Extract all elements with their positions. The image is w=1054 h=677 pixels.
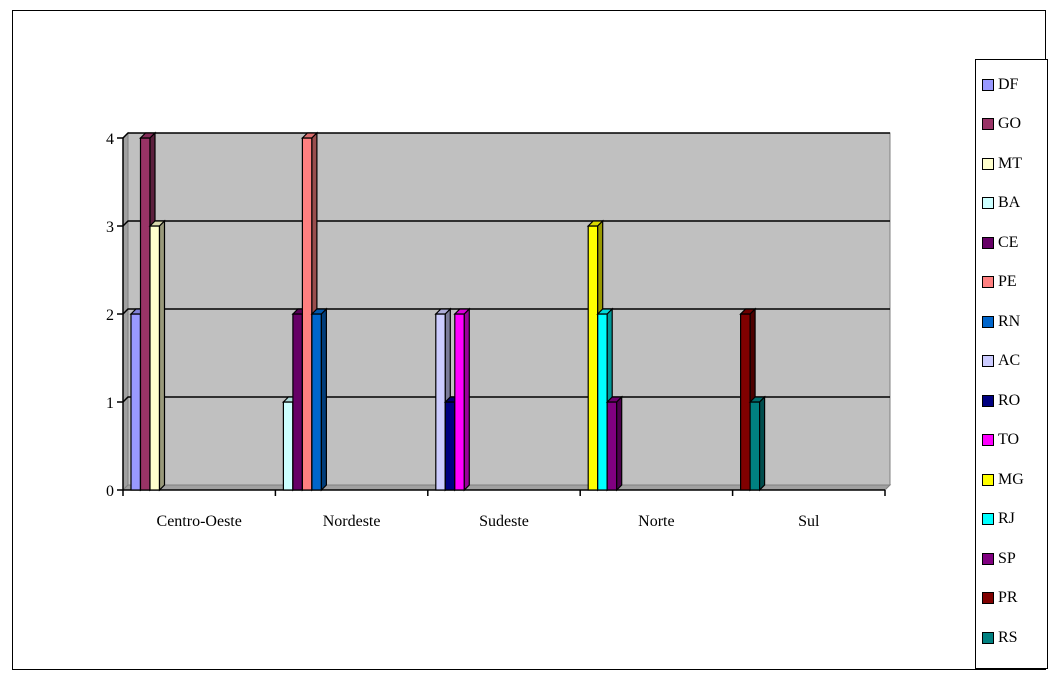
legend-item-TO: TO bbox=[976, 421, 1047, 461]
x-tick-label-0: Centro-Oeste bbox=[157, 513, 242, 530]
bar-side-RN bbox=[320, 307, 327, 492]
bar-front-PE bbox=[301, 137, 313, 491]
bar-front-GO bbox=[139, 137, 151, 491]
legend-label: RJ bbox=[998, 510, 1015, 528]
bar-front-CE bbox=[292, 313, 303, 491]
legend-label: PR bbox=[998, 589, 1018, 607]
bar-front-RO bbox=[444, 401, 456, 491]
legend-item-RO: RO bbox=[976, 381, 1047, 421]
legend-item-PR: PR bbox=[976, 579, 1047, 619]
bar-front-SP bbox=[606, 401, 618, 491]
legend-label: MG bbox=[998, 470, 1024, 488]
x-tick-label-3: Norte bbox=[638, 513, 674, 530]
legend-label: TO bbox=[998, 431, 1020, 449]
legend-item-BA: BA bbox=[976, 184, 1047, 224]
legend-swatch bbox=[982, 394, 994, 407]
legend-label: GO bbox=[998, 115, 1022, 133]
legend-label: SP bbox=[998, 549, 1016, 567]
y-tick-label-3: 3 bbox=[106, 219, 114, 236]
legend-item-RS: RS bbox=[976, 618, 1047, 658]
gridline-2 bbox=[122, 308, 890, 315]
legend-label: BA bbox=[998, 194, 1021, 212]
gridline-3 bbox=[122, 220, 890, 227]
legend-item-CE: CE bbox=[976, 223, 1047, 263]
legend-swatch bbox=[982, 631, 994, 644]
y-tick-label-0: 0 bbox=[106, 483, 114, 500]
legend-swatch bbox=[982, 355, 994, 368]
y-tick-label-2: 2 bbox=[106, 307, 114, 324]
legend-swatch bbox=[982, 78, 994, 91]
bar-side-RS bbox=[758, 395, 766, 492]
legend-item-SP: SP bbox=[976, 539, 1047, 579]
legend-label: MT bbox=[998, 154, 1022, 172]
legend-swatch bbox=[982, 315, 994, 328]
gridline-1 bbox=[122, 396, 890, 403]
bar-front-RN bbox=[311, 313, 322, 491]
legend-swatch bbox=[982, 552, 994, 565]
bar-front-BA bbox=[282, 401, 294, 491]
bar-SP bbox=[605, 395, 624, 492]
bar-front-RS bbox=[749, 401, 761, 491]
legend-item-MT: MT bbox=[976, 144, 1047, 184]
y-tick-label-4: 4 bbox=[106, 131, 114, 148]
legend-swatch bbox=[982, 513, 994, 526]
legend-label: AC bbox=[998, 352, 1021, 370]
bar-front-AC bbox=[435, 313, 446, 491]
chart-legend: DF GO MT BA CE PE RN AC RO TO MG RJ SP PR RS bbox=[975, 59, 1048, 669]
legend-item-MG: MG bbox=[976, 460, 1047, 500]
bar-side-MT bbox=[158, 219, 166, 492]
chart-plot: 0 1 2 3 4 Centro-Oeste Nordeste Sudeste Norte Sul bbox=[106, 131, 892, 530]
bar-side-TO bbox=[463, 307, 470, 492]
legend-label: RS bbox=[998, 628, 1018, 646]
legend-swatch bbox=[982, 592, 994, 605]
legend-label: DF bbox=[998, 75, 1019, 93]
legend-label: PE bbox=[998, 273, 1017, 291]
y-tick-label-1: 1 bbox=[106, 395, 114, 412]
legend-item-AC: AC bbox=[976, 342, 1047, 382]
bar-MT bbox=[148, 219, 166, 492]
x-tick-label-4: Sul bbox=[798, 513, 820, 530]
x-tick-label-1: Nordeste bbox=[323, 513, 381, 530]
legend-swatch bbox=[982, 434, 994, 447]
legend-item-GO: GO bbox=[976, 105, 1047, 145]
legend-swatch bbox=[982, 236, 994, 249]
legend-swatch bbox=[982, 118, 994, 131]
x-tick-label-2: Sudeste bbox=[479, 513, 529, 530]
legend-swatch bbox=[982, 473, 994, 486]
bar-front-MG bbox=[587, 225, 599, 491]
legend-label: CE bbox=[998, 233, 1019, 251]
bar-front-PR bbox=[739, 313, 751, 491]
bar-front-TO bbox=[454, 313, 465, 491]
bar-TO bbox=[453, 307, 471, 492]
bar-front-DF bbox=[130, 313, 142, 491]
legend-item-PE: PE bbox=[976, 263, 1047, 303]
legend-item-RJ: RJ bbox=[976, 500, 1047, 540]
gridline-4 bbox=[122, 132, 890, 139]
chart-area: 0 1 2 3 4 Centro-Oeste Nordeste Sudeste Norte Sul… bbox=[12, 10, 1048, 670]
bar-side-SP bbox=[616, 395, 623, 492]
legend-label: RN bbox=[998, 312, 1021, 330]
bar-RS bbox=[748, 395, 767, 492]
bar-front-MT bbox=[149, 225, 161, 491]
legend-swatch bbox=[982, 276, 994, 289]
bar-front-RJ bbox=[597, 313, 608, 491]
legend-item-DF: DF bbox=[976, 65, 1047, 105]
legend-label: RO bbox=[998, 391, 1021, 409]
legend-item-RN: RN bbox=[976, 302, 1047, 342]
legend-swatch bbox=[982, 157, 994, 170]
legend-swatch bbox=[982, 197, 994, 210]
bar-RN bbox=[310, 307, 328, 492]
